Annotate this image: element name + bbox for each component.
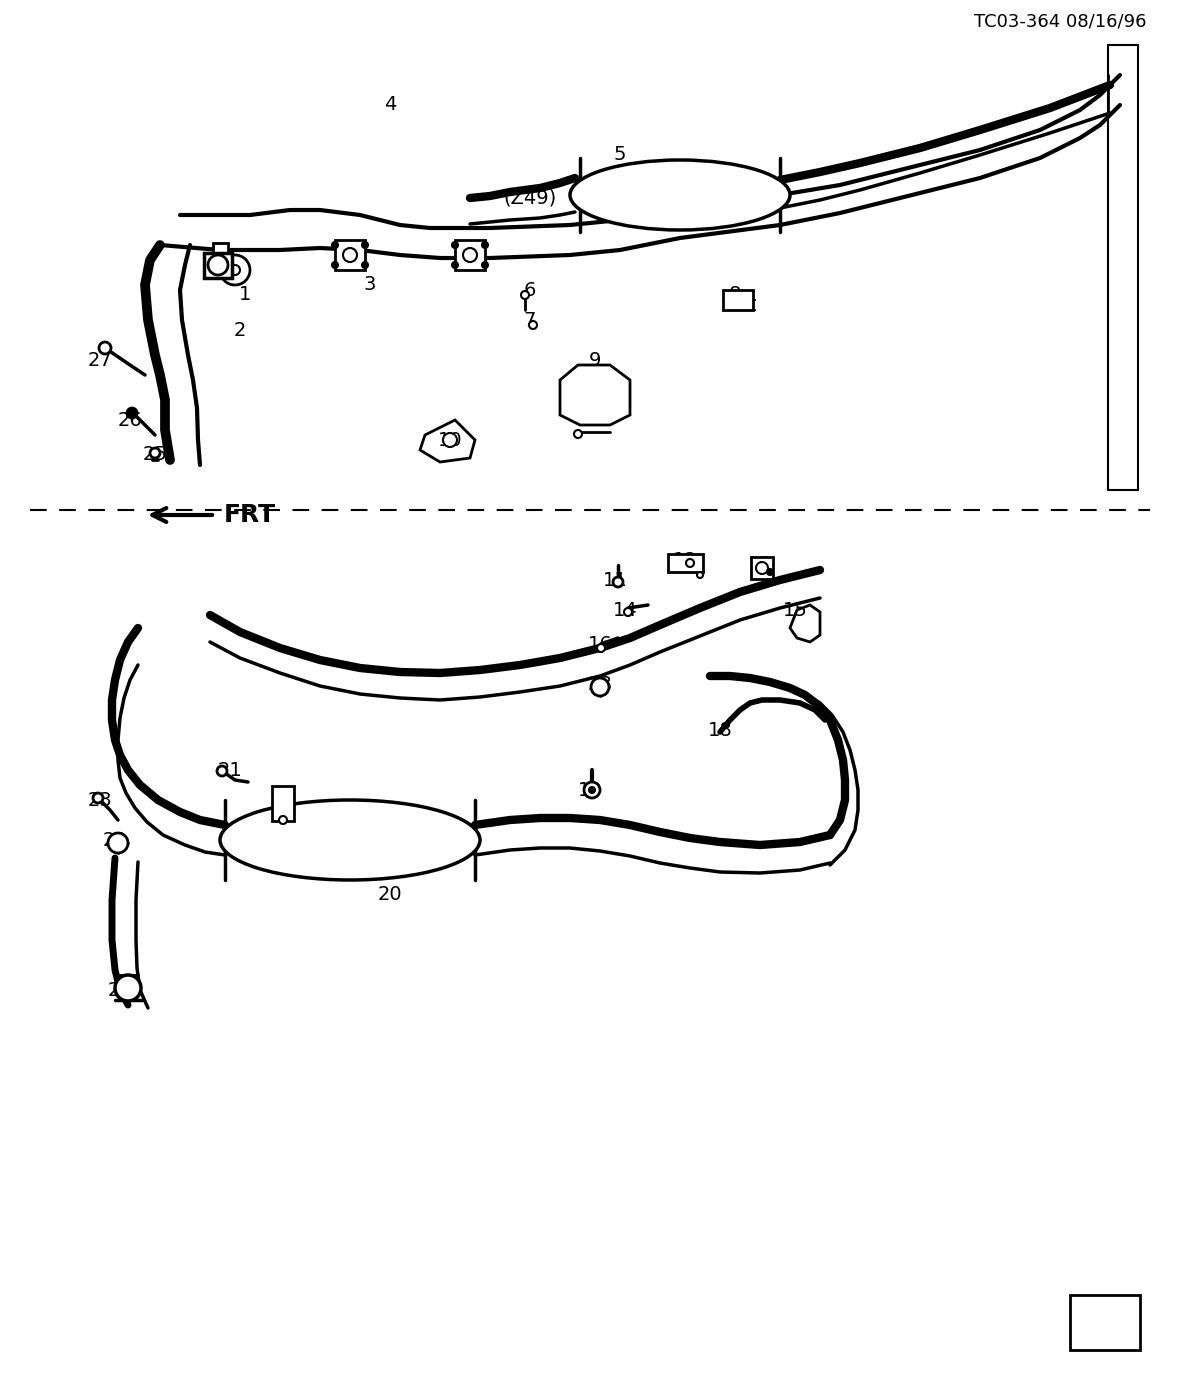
Text: 9: 9 [589, 350, 601, 369]
Text: 28: 28 [588, 675, 612, 694]
Circle shape [574, 431, 582, 438]
Text: 24: 24 [108, 981, 132, 1000]
Text: TC03-364 08/16/96: TC03-364 08/16/96 [973, 13, 1146, 31]
Ellipse shape [220, 800, 480, 881]
Text: 25: 25 [143, 446, 168, 464]
Circle shape [278, 815, 287, 824]
Text: gm: gm [1092, 1303, 1118, 1318]
Bar [204, 253, 232, 278]
Text: 3: 3 [364, 275, 376, 294]
Bar [722, 290, 754, 310]
Bar [455, 240, 485, 269]
Circle shape [589, 788, 595, 793]
Bar [1070, 1295, 1140, 1350]
Polygon shape [790, 606, 820, 642]
Text: 5: 5 [613, 146, 626, 164]
Text: (Z49): (Z49) [503, 189, 557, 207]
Circle shape [443, 433, 457, 447]
Circle shape [220, 256, 250, 285]
Circle shape [127, 408, 137, 418]
Circle shape [521, 292, 529, 299]
Circle shape [756, 563, 768, 574]
Text: 19: 19 [577, 781, 602, 800]
Text: 20: 20 [378, 886, 402, 904]
Circle shape [452, 263, 458, 268]
Circle shape [115, 975, 142, 1001]
Text: 26: 26 [118, 411, 143, 429]
Text: 14: 14 [613, 600, 637, 619]
Text: 12: 12 [673, 550, 697, 569]
Text: 11: 11 [602, 571, 628, 589]
Circle shape [697, 572, 703, 578]
Circle shape [529, 321, 538, 329]
Circle shape [108, 833, 128, 853]
Text: 18: 18 [708, 721, 732, 739]
Circle shape [598, 644, 605, 651]
Text: 16: 16 [588, 636, 612, 654]
Text: 22: 22 [103, 831, 127, 850]
Text: 7: 7 [524, 311, 536, 329]
Text: 21: 21 [217, 761, 242, 779]
Text: 23: 23 [88, 790, 113, 810]
Polygon shape [420, 419, 475, 463]
Circle shape [98, 342, 112, 354]
Bar [272, 786, 294, 821]
Circle shape [482, 242, 488, 249]
Circle shape [208, 256, 228, 275]
Circle shape [217, 765, 227, 776]
Text: FRT: FRT [224, 503, 276, 526]
Text: 1: 1 [239, 286, 251, 304]
Text: 2: 2 [234, 321, 246, 339]
Circle shape [767, 569, 773, 575]
Circle shape [686, 558, 694, 567]
Circle shape [584, 782, 600, 799]
Text: 13: 13 [748, 556, 773, 575]
Circle shape [452, 242, 458, 249]
Text: 17: 17 [272, 790, 298, 810]
Text: 8: 8 [728, 286, 742, 304]
Circle shape [592, 678, 610, 696]
Circle shape [624, 608, 632, 615]
Circle shape [613, 576, 623, 588]
Text: spo: spo [1092, 1321, 1118, 1335]
Text: 4: 4 [384, 96, 396, 114]
Text: 6: 6 [524, 281, 536, 300]
Ellipse shape [570, 160, 790, 231]
Circle shape [343, 249, 358, 263]
Circle shape [332, 242, 338, 249]
Circle shape [482, 263, 488, 268]
Polygon shape [560, 365, 630, 425]
Circle shape [230, 265, 240, 275]
Bar [335, 240, 365, 269]
Circle shape [362, 242, 368, 249]
Bar [667, 554, 702, 572]
Text: 15: 15 [782, 600, 808, 619]
Bar [751, 557, 773, 579]
Circle shape [94, 793, 103, 803]
Bar [212, 243, 228, 253]
Text: 27: 27 [88, 350, 113, 369]
Circle shape [463, 249, 478, 263]
Text: 10: 10 [438, 431, 462, 450]
Circle shape [362, 263, 368, 268]
Circle shape [150, 449, 160, 458]
Circle shape [332, 263, 338, 268]
